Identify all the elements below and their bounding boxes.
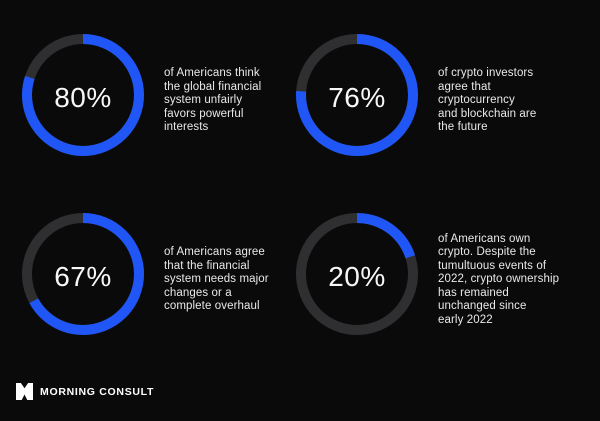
donut-chart: 20% [296, 213, 418, 335]
stat-percentage: 20% [328, 260, 386, 292]
morning-consult-logo-icon [16, 383, 33, 400]
footer-brand: MORNING CONSULT [16, 383, 154, 400]
donut-value-arc [22, 213, 144, 335]
stat-percentage: 80% [54, 81, 112, 113]
donut-ring-svg [296, 213, 418, 335]
donut-chart: 80% [22, 34, 144, 156]
stat-description: of Americans own crypto. Despite the tum… [438, 233, 560, 326]
donut-value-arc [296, 34, 418, 156]
stat-percentage: 67% [54, 260, 112, 292]
donut-value-arc [296, 213, 418, 335]
stat-card: 76% of crypto investors agree that crypt… [296, 34, 570, 156]
donut-value-arc [22, 34, 144, 156]
stat-description: of crypto investors agree that cryptocur… [438, 67, 537, 134]
stats-grid: 80% of Americans think the global financ… [22, 34, 570, 335]
donut-ring-svg [22, 34, 144, 156]
stat-description: of Americans think the global financial … [164, 67, 262, 134]
donut-ring-svg [296, 34, 418, 156]
donut-ring-svg [22, 213, 144, 335]
brand-name: MORNING CONSULT [40, 385, 155, 398]
stat-card: 80% of Americans think the global financ… [22, 34, 296, 156]
stat-percentage: 76% [328, 81, 386, 113]
donut-chart: 76% [296, 34, 418, 156]
donut-chart: 67% [22, 213, 144, 335]
stat-card: 20% of Americans own crypto. Despite the… [296, 213, 570, 335]
stat-description: of Americans agree that the financial sy… [164, 246, 269, 313]
stat-card: 67% of Americans agree that the financia… [22, 213, 296, 335]
